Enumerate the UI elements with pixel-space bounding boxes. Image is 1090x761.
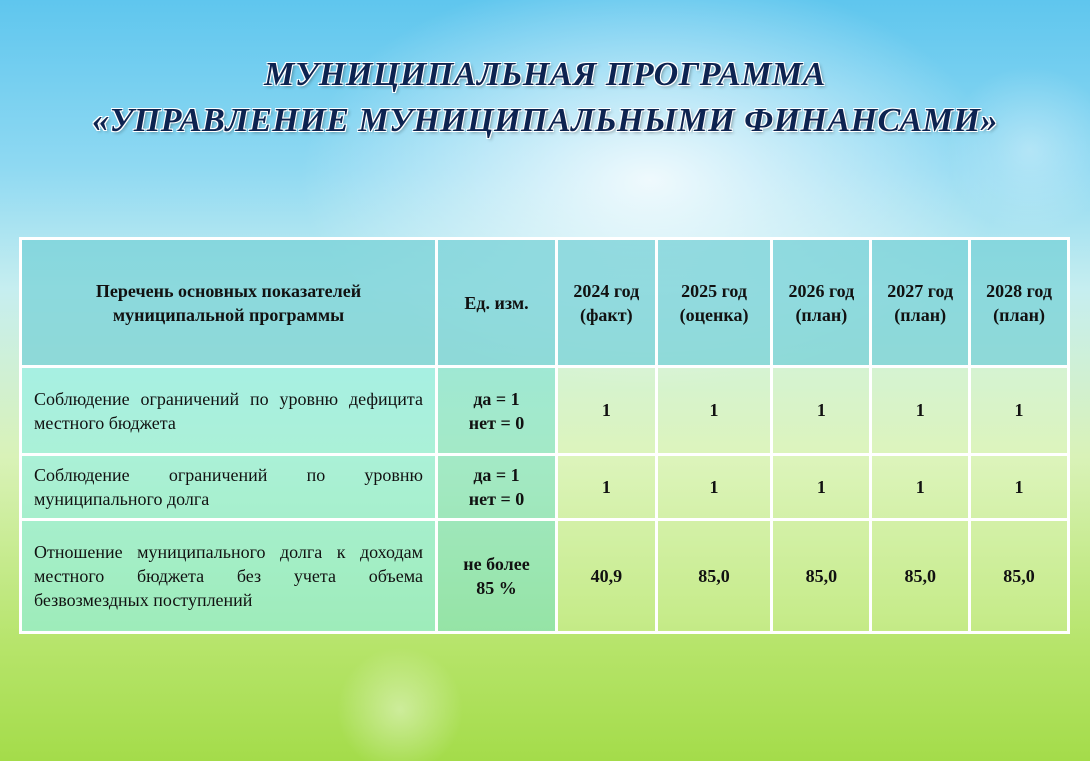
- indicator-unit: не более 85 %: [435, 518, 558, 634]
- header-unit: Ед. изм.: [435, 237, 558, 368]
- value-2026: 1: [770, 453, 873, 521]
- indicator-name: Соблюдение ограничений по уровню дефицит…: [19, 365, 438, 456]
- value-2027: 1: [869, 365, 972, 456]
- header-2024: 2024 год (факт): [555, 237, 658, 368]
- unit-line: 85 %: [476, 578, 517, 598]
- indicator-name: Отношение муниципального долга к доходам…: [19, 518, 438, 634]
- unit-line: да = 1: [473, 388, 520, 409]
- header-2027: 2027 год (план): [869, 237, 972, 368]
- table-row: Отношение муниципального долга к доходам…: [19, 518, 1070, 634]
- table-row: Соблюдение ограничений по уровню муницип…: [19, 453, 1070, 521]
- header-2025: 2025 год (оценка): [654, 237, 774, 368]
- title-line-2: «УПРАВЛЕНИЕ МУНИЦИПАЛЬНЫМИ ФИНАНСАМИ»: [92, 102, 998, 139]
- value-2027: 85,0: [869, 518, 972, 634]
- value-2028: 1: [968, 453, 1070, 521]
- header-2026: 2026 год (план): [770, 237, 873, 368]
- unit-line: нет = 0: [468, 412, 525, 433]
- value-2026: 85,0: [770, 518, 873, 634]
- value-2025: 85,0: [654, 518, 774, 634]
- indicator-unit: да = 1 нет = 0: [435, 365, 558, 456]
- indicator-unit: да = 1 нет = 0: [435, 453, 558, 521]
- header-indicator: Перечень основных показателей муниципаль…: [19, 237, 438, 368]
- value-2024: 1: [555, 453, 658, 521]
- value-2024: 1: [555, 365, 658, 456]
- table-row: Соблюдение ограничений по уровню дефицит…: [19, 365, 1070, 456]
- slide-title: МУНИЦИПАЛЬНАЯ ПРОГРАММА «УПРАВЛЕНИЕ МУНИ…: [0, 52, 1090, 144]
- value-2027: 1: [869, 453, 972, 521]
- indicators-table: Перечень основных показателей муниципаль…: [19, 237, 1070, 634]
- header-2028: 2028 год (план): [968, 237, 1070, 368]
- value-2028: 85,0: [968, 518, 1070, 634]
- unit-line: да = 1: [473, 465, 520, 485]
- value-2026: 1: [770, 365, 873, 456]
- indicator-name: Соблюдение ограничений по уровню муницип…: [19, 453, 438, 521]
- table-header-row: Перечень основных показателей муниципаль…: [19, 237, 1070, 368]
- value-2024: 40,9: [555, 518, 658, 634]
- unit-line: не более: [463, 554, 530, 574]
- unit-line: нет = 0: [468, 489, 525, 509]
- value-2025: 1: [654, 453, 774, 521]
- title-line-1: МУНИЦИПАЛЬНАЯ ПРОГРАММА: [264, 56, 826, 93]
- value-2025: 1: [654, 365, 774, 456]
- value-2028: 1: [968, 365, 1070, 456]
